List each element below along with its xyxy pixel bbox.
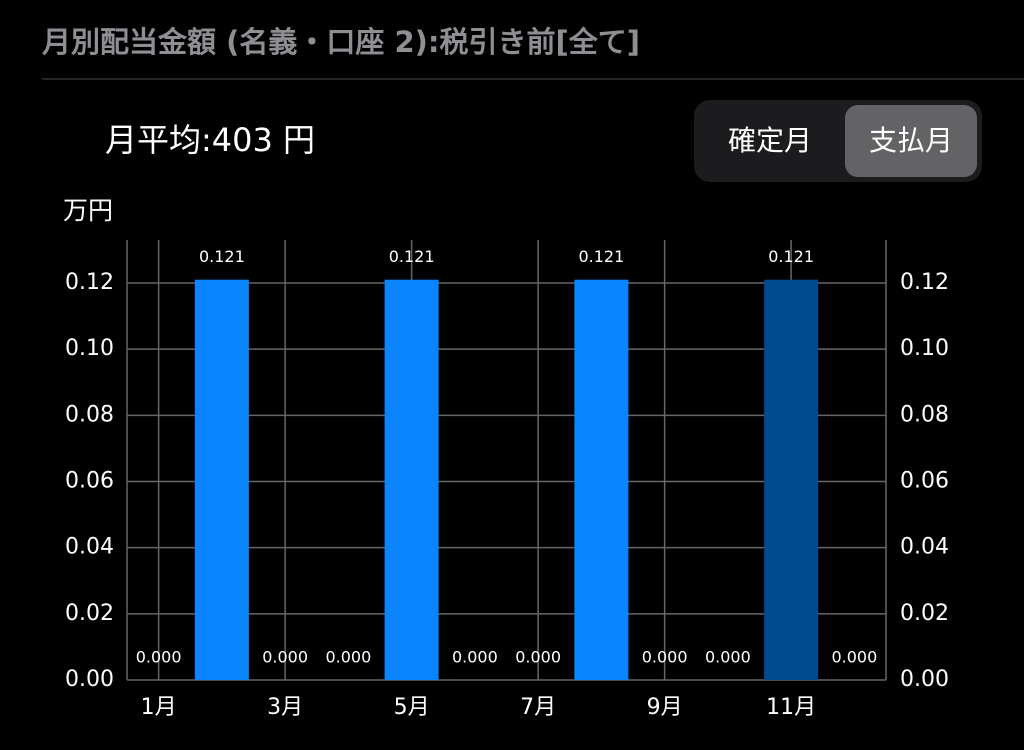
- y-tick-label: 0.02: [65, 601, 114, 626]
- x-tick-label: 9月: [647, 695, 683, 720]
- x-tick-label: 1月: [141, 695, 177, 720]
- monthly-average: 月平均:403 円: [105, 121, 315, 159]
- bar: [764, 279, 819, 680]
- bar: [194, 279, 249, 680]
- value-label: 0.121: [768, 247, 814, 266]
- y-tick-label: 0.00: [65, 667, 114, 692]
- toggle-selected[interactable]: [845, 105, 977, 177]
- y-tick-label: 0.06: [65, 469, 114, 494]
- toggle-option[interactable]: 支払月: [869, 124, 953, 157]
- y-tick-label-right: 0.10: [900, 336, 949, 361]
- y-tick-label-right: 0.04: [900, 535, 949, 560]
- y-tick-label: 0.12: [65, 270, 114, 295]
- y-tick-label: 0.04: [65, 535, 114, 560]
- y-tick-label-right: 0.02: [900, 601, 949, 626]
- bar: [574, 279, 629, 680]
- y-tick-label-right: 0.06: [900, 469, 949, 494]
- value-label: 0.000: [452, 648, 498, 667]
- toggle-option[interactable]: 確定月: [728, 124, 812, 157]
- value-label: 0.000: [325, 648, 371, 667]
- y-tick-label: 0.10: [65, 336, 114, 361]
- bar: [384, 279, 439, 680]
- value-label: 0.000: [831, 648, 877, 667]
- value-label: 0.121: [389, 247, 435, 266]
- y-axis-unit: 万円: [63, 196, 113, 225]
- header-title: 月別配当金額 (名義・口座 2):税引き前[全て]: [41, 25, 640, 59]
- value-label: 0.000: [705, 648, 751, 667]
- value-label: 0.000: [642, 648, 688, 667]
- value-label: 0.000: [262, 648, 308, 667]
- value-label: 0.121: [199, 247, 245, 266]
- y-tick-label-right: 0.08: [900, 402, 949, 427]
- x-tick-label: 3月: [267, 695, 303, 720]
- x-tick-label: 11月: [766, 695, 816, 720]
- value-label: 0.000: [515, 648, 561, 667]
- y-tick-label: 0.08: [65, 402, 114, 427]
- value-label: 0.000: [136, 648, 182, 667]
- value-label: 0.121: [578, 247, 624, 266]
- x-tick-label: 7月: [520, 695, 556, 720]
- y-tick-label-right: 0.00: [900, 667, 949, 692]
- x-tick-label: 5月: [394, 695, 430, 720]
- y-tick-label-right: 0.12: [900, 270, 949, 295]
